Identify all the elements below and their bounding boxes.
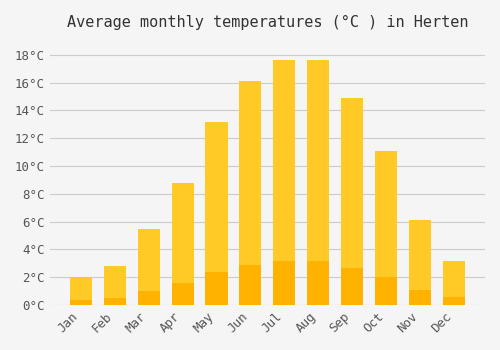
- Bar: [274, 261, 295, 305]
- Title: Average monthly temperatures (°C ) in Herten: Average monthly temperatures (°C ) in He…: [66, 15, 468, 30]
- Bar: [308, 60, 330, 305]
- Bar: [342, 98, 363, 305]
- Bar: [138, 291, 160, 305]
- Bar: [206, 272, 228, 305]
- Bar: [104, 266, 126, 305]
- Bar: [172, 183, 194, 305]
- Bar: [375, 277, 398, 305]
- Bar: [308, 261, 330, 305]
- Bar: [240, 265, 262, 305]
- Bar: [70, 277, 92, 305]
- Bar: [409, 290, 432, 305]
- Bar: [375, 151, 398, 305]
- Bar: [172, 283, 194, 305]
- Bar: [274, 60, 295, 305]
- Bar: [409, 220, 432, 305]
- Bar: [206, 121, 228, 305]
- Bar: [70, 300, 92, 305]
- Bar: [240, 81, 262, 305]
- Bar: [342, 268, 363, 305]
- Bar: [138, 229, 160, 305]
- Bar: [443, 260, 465, 305]
- Bar: [104, 298, 126, 305]
- Bar: [443, 297, 465, 305]
